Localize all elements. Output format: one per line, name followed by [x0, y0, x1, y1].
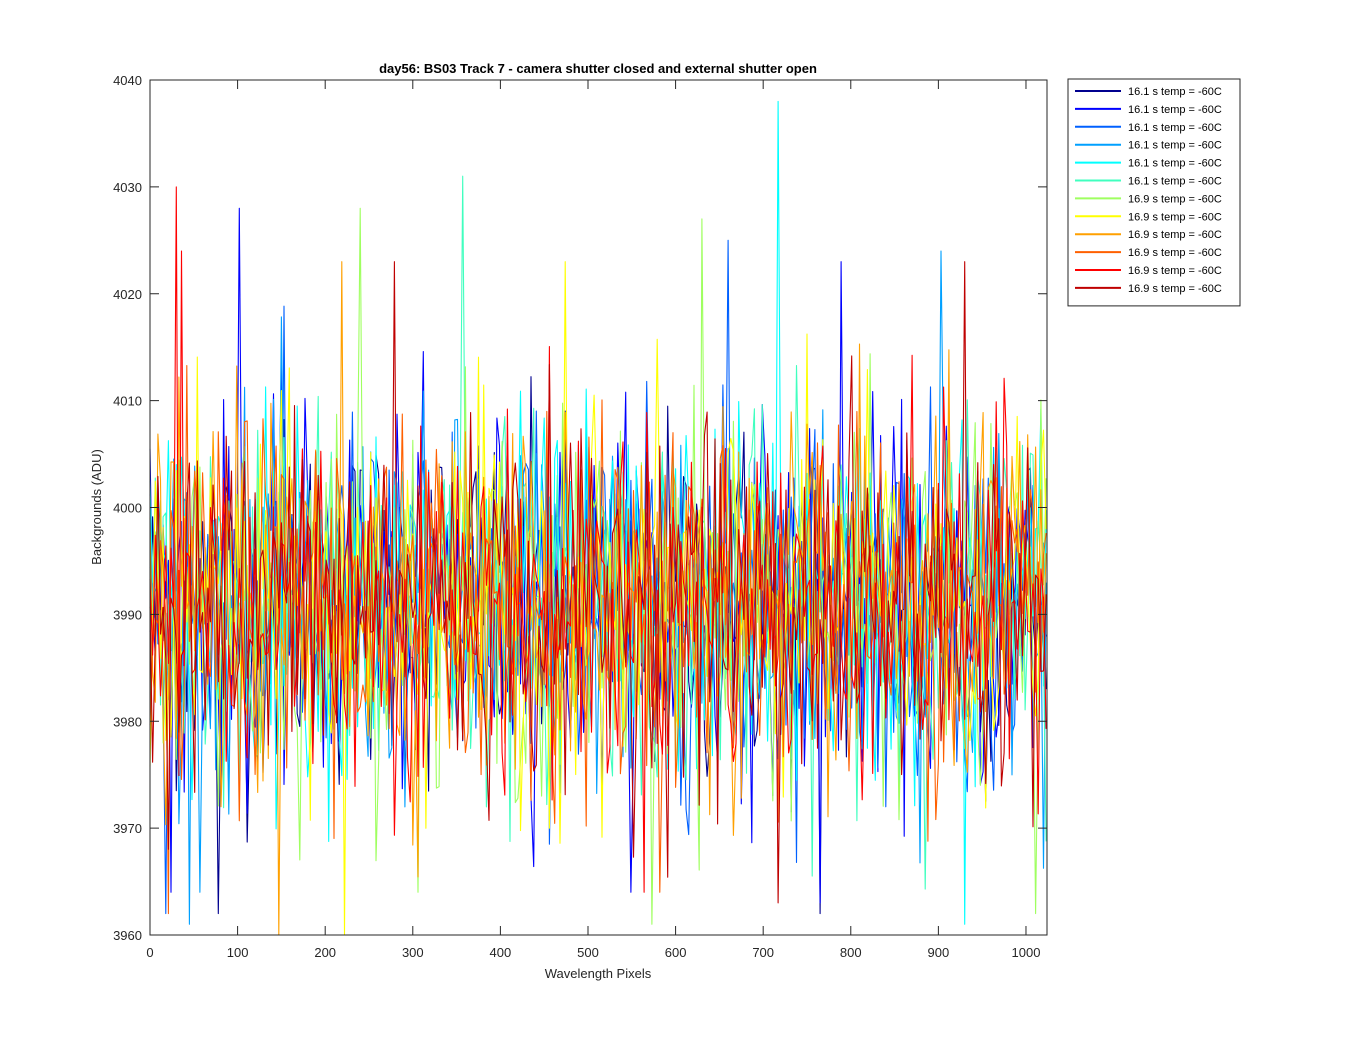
- x-tick-label: 700: [752, 945, 774, 960]
- y-axis-label: Backgrounds (ADU): [89, 449, 104, 565]
- series-line-6: [149, 175, 1047, 890]
- legend-entry: 16.9 s temp = -60C: [1128, 229, 1222, 241]
- legend-entry: 16.1 s temp = -60C: [1128, 86, 1222, 98]
- y-tick-label: 4030: [113, 180, 142, 195]
- legend-entry: 16.9 s temp = -60C: [1128, 265, 1222, 277]
- x-axis-label: Wavelength Pixels: [545, 966, 652, 981]
- x-tick-label: 400: [490, 945, 512, 960]
- x-tick-label: 1000: [1012, 945, 1041, 960]
- y-tick-label: 3970: [113, 821, 142, 836]
- y-tick-label: 4040: [113, 73, 142, 88]
- legend-entry: 16.1 s temp = -60C: [1128, 140, 1222, 152]
- y-tick-label: 4010: [113, 394, 142, 409]
- legend-box: [1067, 78, 1241, 307]
- series-layer: [149, 100, 1047, 936]
- x-tick-label: 200: [314, 945, 336, 960]
- y-tick-label: 3980: [113, 714, 142, 729]
- legend-entry: 16.9 s temp = -60C: [1128, 193, 1222, 205]
- legend-entry: 16.1 s temp = -60C: [1128, 158, 1222, 170]
- series-line-7: [149, 207, 1047, 925]
- x-tick-label: 100: [227, 945, 249, 960]
- legend-entry: 16.1 s temp = -60C: [1128, 122, 1222, 134]
- legend-entry: 16.1 s temp = -60C: [1128, 176, 1222, 188]
- y-tick-label: 4000: [113, 501, 142, 516]
- chart-title: day56: BS03 Track 7 - camera shutter clo…: [379, 61, 817, 76]
- x-tick-label: 900: [928, 945, 950, 960]
- y-tick-label: 4020: [113, 287, 142, 302]
- x-tick-label: 800: [840, 945, 862, 960]
- legend-entry: 16.9 s temp = -60C: [1128, 247, 1222, 259]
- series-line-11: [149, 186, 1047, 893]
- y-tick-label: 3960: [113, 928, 142, 943]
- y-tick-label: 3990: [113, 607, 142, 622]
- legend-entry: 16.9 s temp = -60C: [1128, 211, 1222, 223]
- x-axis: 0 100 200 300 400 500 600 700 800 900 1000: [146, 80, 1040, 960]
- y-axis: 3960 3970 3980 3990 4000 4010 4020 4030 4040: [113, 73, 1047, 943]
- legend: 16.1 s temp = -60C 16.1 s temp = -60C 16.1…: [1067, 78, 1241, 307]
- legend-entry: 16.9 s temp = -60C: [1128, 283, 1222, 295]
- x-tick-label: 600: [665, 945, 687, 960]
- x-tick-label: 500: [577, 945, 599, 960]
- x-tick-label: 300: [402, 945, 424, 960]
- legend-entry: 16.1 s temp = -60C: [1128, 104, 1222, 116]
- series-line-12: [149, 261, 1047, 904]
- x-tick-label: 0: [146, 945, 153, 960]
